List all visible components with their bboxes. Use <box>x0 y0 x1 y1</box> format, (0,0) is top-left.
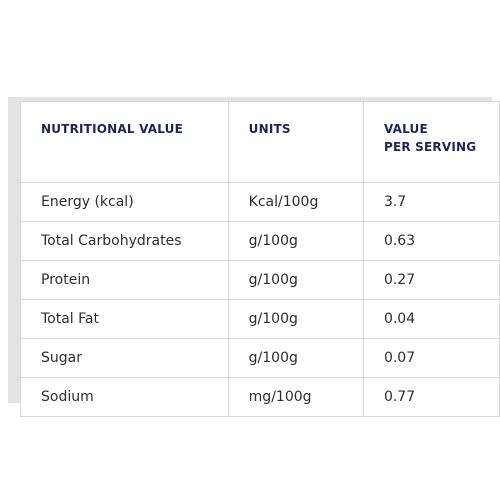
header-value-label: VALUE <box>383 122 428 136</box>
row-value: 0.27 <box>362 260 500 300</box>
header-nutritional-value-label: NUTRITIONAL VALUE <box>41 122 184 136</box>
header-units: UNITS <box>227 101 364 183</box>
row-unit: mg/100g <box>227 377 364 417</box>
table-row: Total Carbohydrates g/100g 0.63 <box>20 221 500 261</box>
row-unit: g/100g <box>227 260 364 300</box>
header-nutritional-value: NUTRITIONAL VALUE <box>20 101 229 183</box>
row-nutrient-name: Sugar <box>20 338 229 378</box>
row-value: 0.07 <box>362 338 500 378</box>
table-row: Sodium mg/100g 0.77 <box>20 377 500 417</box>
row-unit: g/100g <box>227 299 364 339</box>
row-unit: g/100g <box>227 338 364 378</box>
row-value: 0.77 <box>362 377 500 417</box>
table-header-row: NUTRITIONAL VALUE UNITS VALUE PER SERVIN… <box>20 101 500 183</box>
table-frame: NUTRITIONAL VALUE UNITS VALUE PER SERVIN… <box>8 97 500 417</box>
table-row: Protein g/100g 0.27 <box>20 260 500 300</box>
row-value: 0.63 <box>362 221 500 261</box>
header-per-serving-label: PER SERVING <box>383 140 477 154</box>
row-value: 3.7 <box>362 182 500 222</box>
row-nutrient-name: Protein <box>20 260 229 300</box>
header-value-per-serving: VALUE PER SERVING <box>362 101 500 183</box>
row-value: 0.04 <box>362 299 500 339</box>
header-units-label: UNITS <box>248 122 291 136</box>
row-nutrient-name: Sodium <box>20 377 229 417</box>
row-unit: g/100g <box>227 221 364 261</box>
nutrition-table: NUTRITIONAL VALUE UNITS VALUE PER SERVIN… <box>20 101 500 417</box>
row-nutrient-name: Total Carbohydrates <box>20 221 229 261</box>
table-row: Sugar g/100g 0.07 <box>20 338 500 378</box>
row-nutrient-name: Energy (kcal) <box>20 182 229 222</box>
table-row: Total Fat g/100g 0.04 <box>20 299 500 339</box>
table-row: Energy (kcal) Kcal/100g 3.7 <box>20 182 500 222</box>
row-nutrient-name: Total Fat <box>20 299 229 339</box>
row-unit: Kcal/100g <box>227 182 364 222</box>
